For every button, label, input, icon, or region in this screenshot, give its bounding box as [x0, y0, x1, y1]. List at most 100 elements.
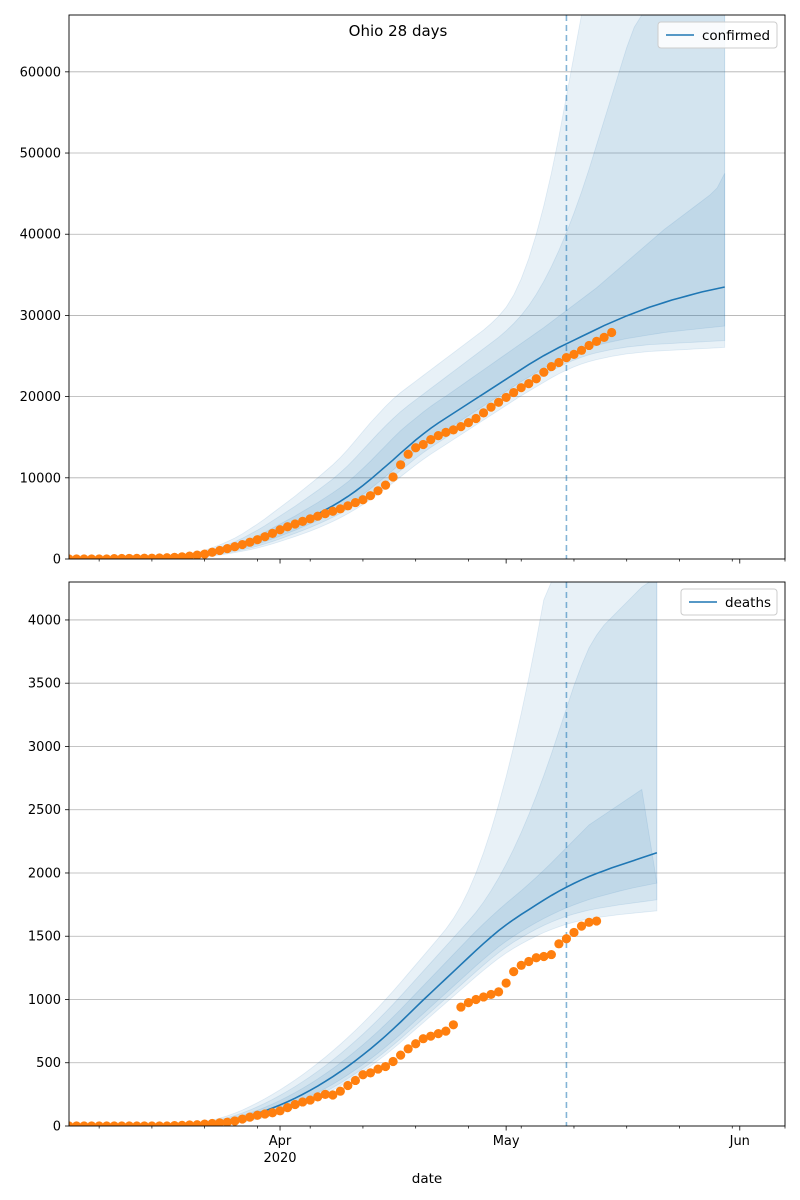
observed-point: [531, 374, 541, 384]
observed-point: [418, 1034, 428, 1044]
y-tick-label: 4000: [28, 613, 61, 628]
observed-point: [388, 472, 398, 482]
observed-point: [290, 1099, 300, 1110]
observed-point: [607, 327, 617, 338]
observed-point: [207, 1118, 217, 1126]
observed-point: [486, 402, 496, 412]
observed-point: [373, 1064, 383, 1074]
legend-box: [680, 588, 778, 616]
shared-x-axis: Apr 2020 May Jun: [263, 1134, 749, 1166]
observed-point: [245, 537, 255, 547]
observed-point: [275, 1106, 285, 1116]
observed-point: [245, 1112, 255, 1122]
observed-point: [365, 1068, 376, 1078]
observed-point: [305, 514, 315, 524]
observed-point: [177, 552, 187, 559]
observed-point: [230, 542, 240, 552]
observed-point: [267, 528, 278, 538]
observed-point: [260, 1109, 270, 1119]
observed-point: [252, 1110, 263, 1120]
observed-point: [298, 516, 308, 527]
observed-point: [71, 554, 82, 559]
plot-frame: [68, 14, 786, 560]
y-tick-label: 1500: [28, 930, 61, 945]
observed-point: [184, 1120, 195, 1126]
y-tick-label: 10000: [20, 471, 61, 486]
observed-point: [350, 1075, 360, 1086]
observed-point: [350, 497, 360, 508]
y-tick-label: 0: [53, 553, 61, 568]
observed-point: [403, 449, 413, 459]
observed-point: [192, 550, 202, 559]
observed-point: [478, 408, 489, 418]
observed-point: [380, 1061, 391, 1072]
observed-point: [230, 1116, 240, 1126]
observed-point: [501, 392, 511, 403]
x-tick-label: Jun: [729, 1134, 750, 1149]
observed-point: [471, 413, 481, 424]
observed-point: [411, 1039, 421, 1049]
observed-point: [561, 353, 572, 363]
observed-point: [403, 1044, 413, 1054]
observed-point: [275, 525, 285, 535]
observed-point: [509, 387, 519, 398]
observed-point: [87, 1121, 97, 1126]
observed-point: [320, 509, 330, 519]
observed-point: [94, 554, 104, 559]
observed-point: [591, 916, 602, 926]
observed-point: [162, 553, 172, 559]
observed-point: [561, 934, 572, 944]
observed-point: [169, 552, 180, 559]
observed-point: [124, 553, 134, 559]
observed-point: [207, 547, 217, 557]
observed-point: [79, 1121, 89, 1126]
observed-point: [471, 994, 481, 1005]
observed-point: [463, 417, 474, 428]
observed-point: [554, 939, 564, 949]
observed-point: [154, 1121, 165, 1126]
observed-point: [260, 532, 270, 542]
observed-point: [147, 553, 157, 559]
observed-point: [546, 361, 556, 372]
y-tick-label: 3500: [28, 677, 61, 692]
observed-point: [267, 1108, 278, 1118]
observed-point: [569, 349, 579, 359]
observed-point: [426, 1031, 436, 1041]
observed-point: [139, 553, 149, 559]
y-tick-label: 2000: [28, 866, 61, 881]
observed-point: [441, 1026, 451, 1036]
observed-point: [282, 522, 293, 532]
observed-point: [71, 1121, 82, 1126]
observed-point: [154, 553, 165, 559]
observed-point: [132, 1121, 142, 1126]
y-tick-label: 2500: [28, 803, 61, 818]
observed-point: [358, 1070, 368, 1080]
y-tick-label: 50000: [20, 147, 61, 162]
observed-point: [117, 553, 127, 559]
observed-point: [124, 1121, 134, 1126]
observed-point: [147, 1121, 157, 1126]
series-line-deaths: [69, 851, 658, 1126]
observed-points: [69, 327, 617, 559]
observed-point: [591, 336, 602, 346]
observed-point: [380, 480, 391, 490]
x-axis-label: date: [412, 1171, 442, 1187]
observed-point: [298, 1097, 308, 1107]
observed-point: [162, 1121, 172, 1126]
observed-point: [365, 491, 376, 501]
observed-point: [396, 1050, 406, 1060]
observed-point: [109, 553, 119, 559]
observed-point: [358, 495, 368, 505]
y-tick-label: 3000: [28, 740, 61, 755]
y-tick-label: 1000: [28, 993, 61, 1008]
observed-point: [426, 435, 436, 445]
observed-point: [494, 987, 504, 997]
figure-title: Ohio 28 days: [349, 22, 448, 40]
observed-point: [516, 383, 526, 393]
legend-entry: deaths: [725, 595, 771, 611]
observed-point: [509, 967, 519, 977]
observed-point: [102, 554, 112, 559]
observed-point: [335, 504, 345, 514]
legend-box: [657, 21, 778, 49]
observed-point: [79, 554, 89, 559]
